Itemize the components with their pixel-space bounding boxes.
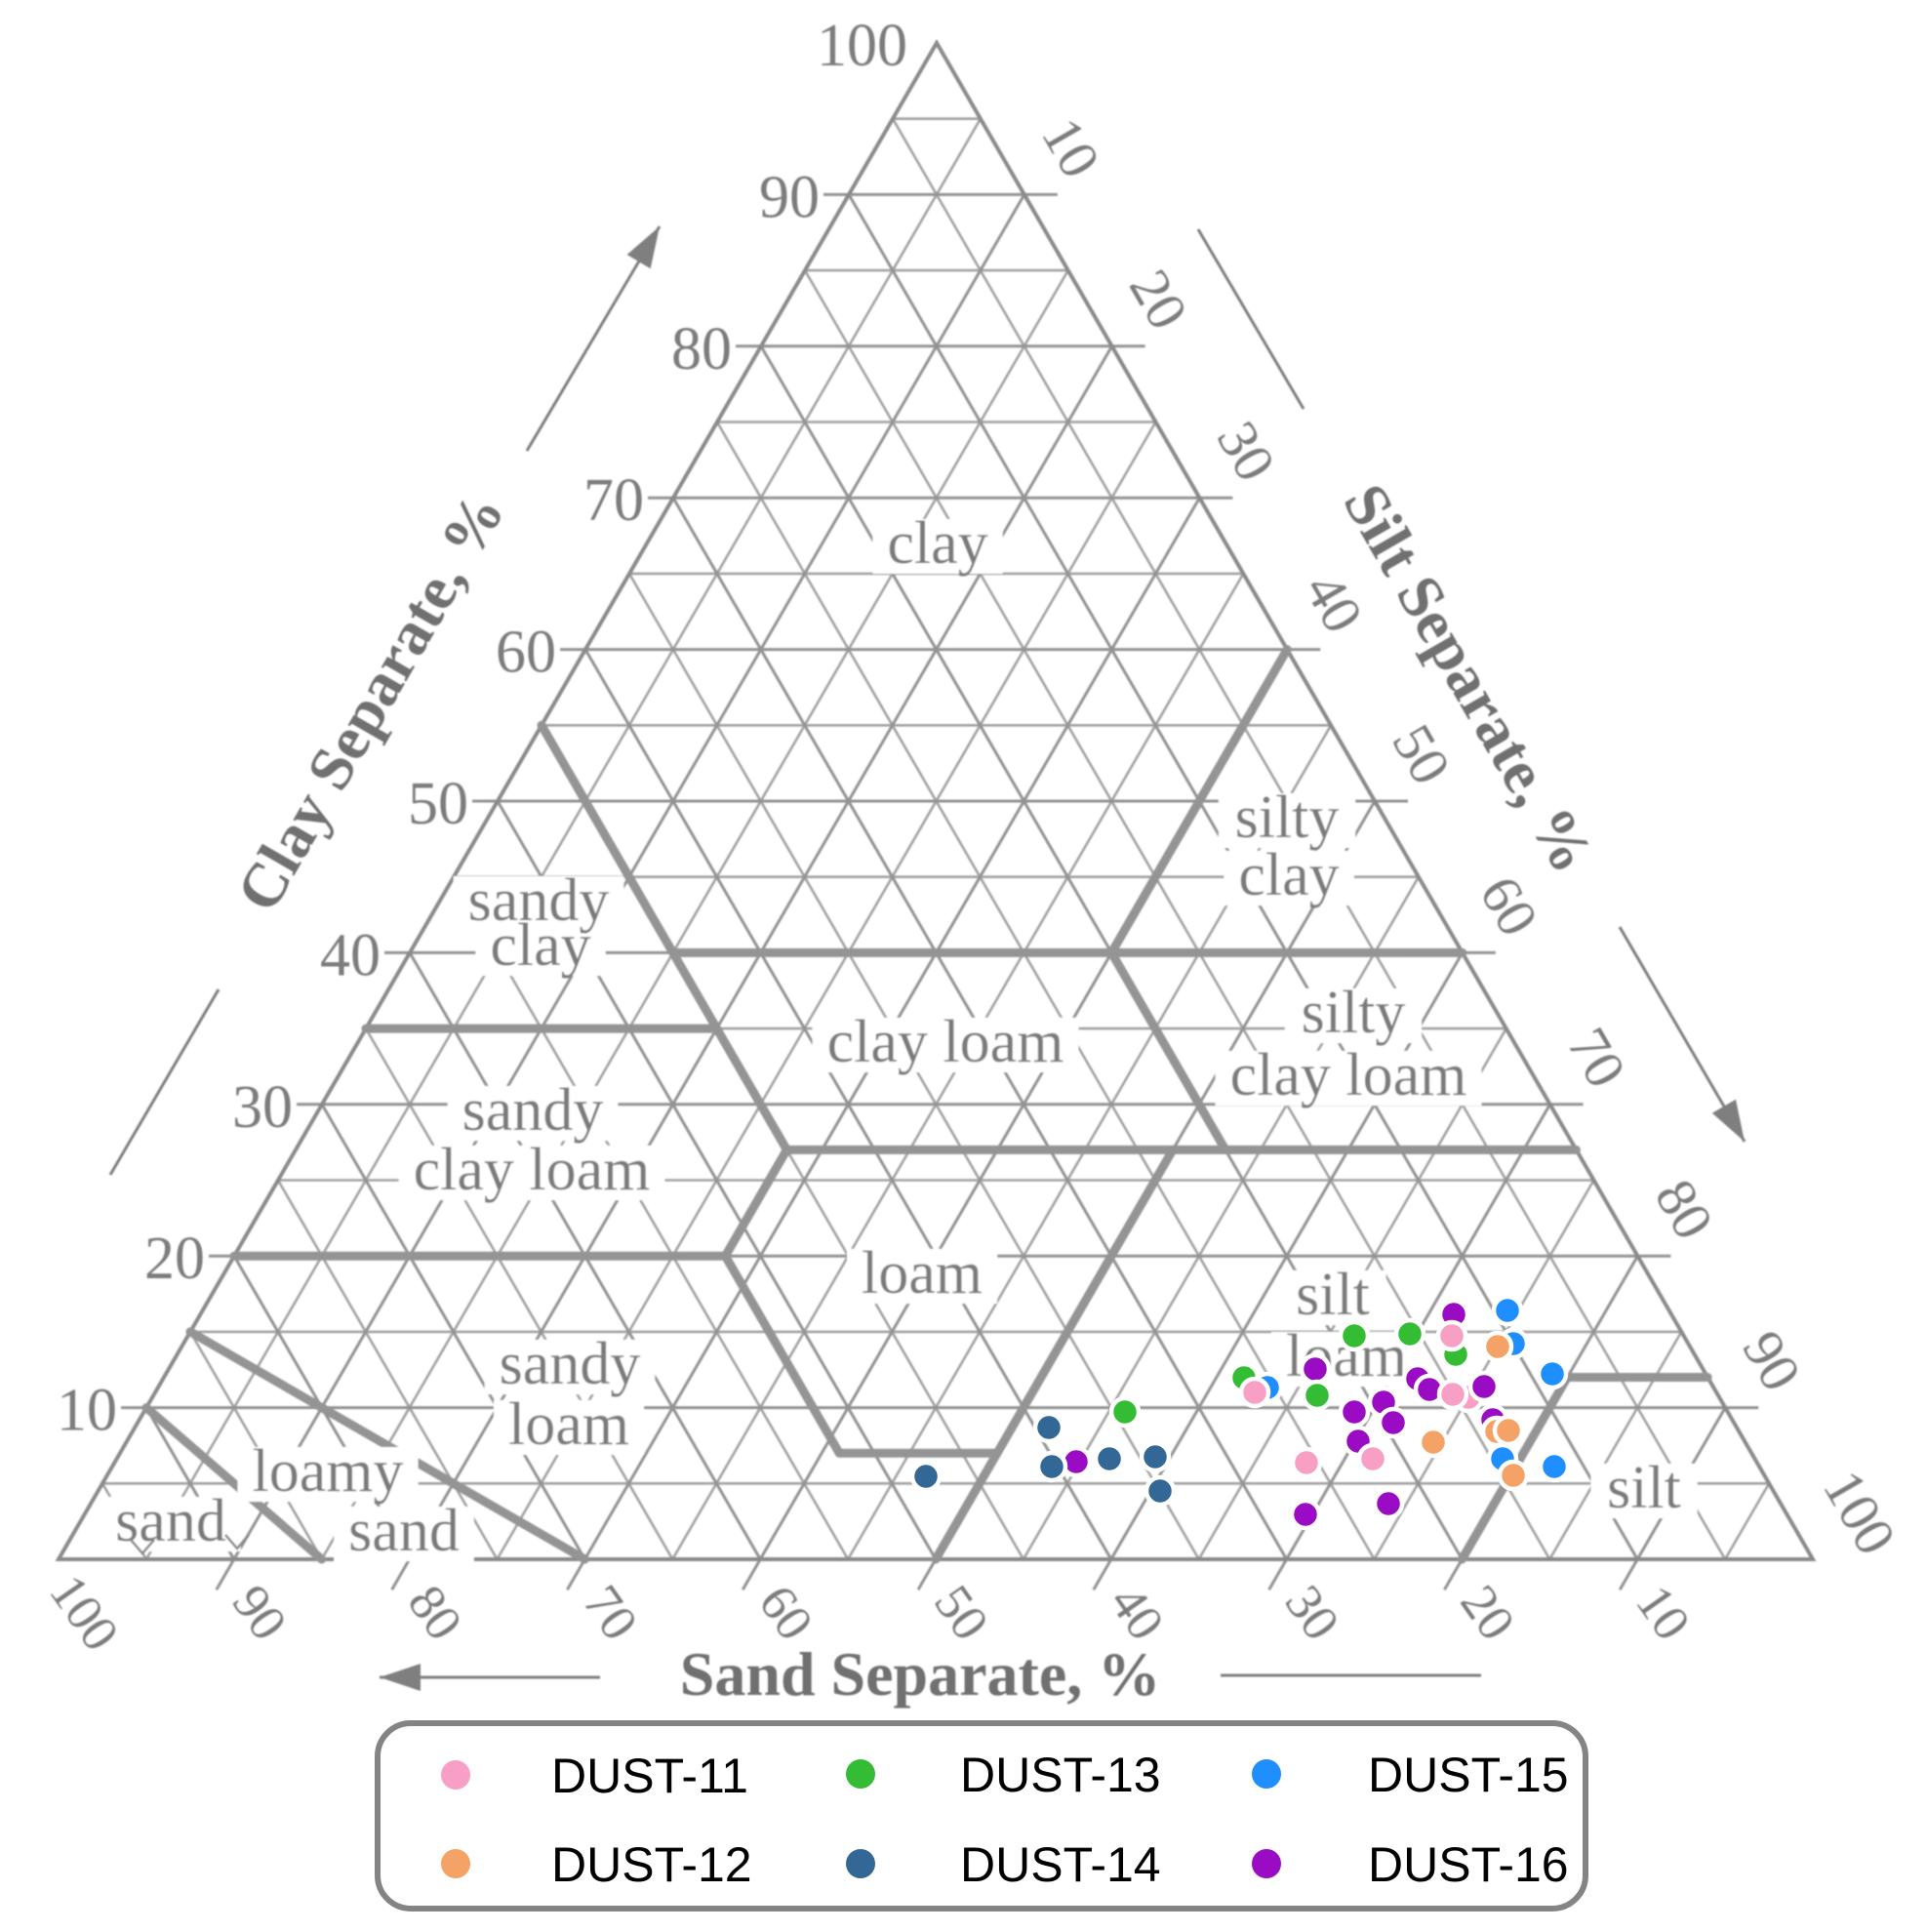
svg-text:40: 40: [320, 922, 381, 988]
svg-text:DUST-11: DUST-11: [551, 1749, 748, 1803]
svg-text:DUST-15: DUST-15: [1368, 1748, 1569, 1802]
svg-text:clay loam: clay loam: [414, 1137, 651, 1203]
svg-text:sand: sand: [348, 1498, 460, 1564]
svg-text:80: 80: [671, 316, 732, 382]
svg-text:silty: silty: [1235, 785, 1340, 851]
svg-text:silt: silt: [1607, 1455, 1681, 1521]
svg-text:loam: loam: [862, 1240, 983, 1307]
svg-text:60: 60: [496, 620, 556, 686]
svg-text:DUST-14: DUST-14: [960, 1837, 1161, 1892]
svg-text:10: 10: [57, 1378, 117, 1444]
svg-text:30: 30: [232, 1074, 293, 1141]
svg-text:clay: clay: [1238, 842, 1339, 908]
svg-text:90: 90: [759, 164, 820, 230]
svg-text:loamy: loamy: [253, 1438, 404, 1505]
svg-text:20: 20: [144, 1226, 205, 1292]
svg-text:sand: sand: [115, 1488, 226, 1554]
svg-text:Sand Separate, %: Sand Separate, %: [680, 1639, 1161, 1709]
svg-text:clay: clay: [887, 510, 987, 577]
svg-text:silty: silty: [1302, 980, 1406, 1046]
svg-text:sandy: sandy: [500, 1331, 641, 1397]
svg-text:DUST-16: DUST-16: [1368, 1837, 1569, 1892]
svg-text:70: 70: [583, 467, 644, 534]
svg-text:loam: loam: [508, 1391, 629, 1458]
svg-text:clay loam: clay loam: [827, 1009, 1064, 1075]
svg-text:clay: clay: [490, 912, 590, 979]
svg-text:clay loam: clay loam: [1230, 1042, 1467, 1108]
svg-text:sandy: sandy: [462, 1077, 604, 1144]
svg-text:100: 100: [817, 13, 907, 79]
svg-text:DUST-13: DUST-13: [960, 1748, 1161, 1802]
svg-text:DUST-12: DUST-12: [551, 1837, 752, 1892]
svg-text:silt: silt: [1296, 1262, 1370, 1328]
svg-text:50: 50: [408, 771, 468, 837]
svg-text:sandy: sandy: [468, 867, 610, 934]
